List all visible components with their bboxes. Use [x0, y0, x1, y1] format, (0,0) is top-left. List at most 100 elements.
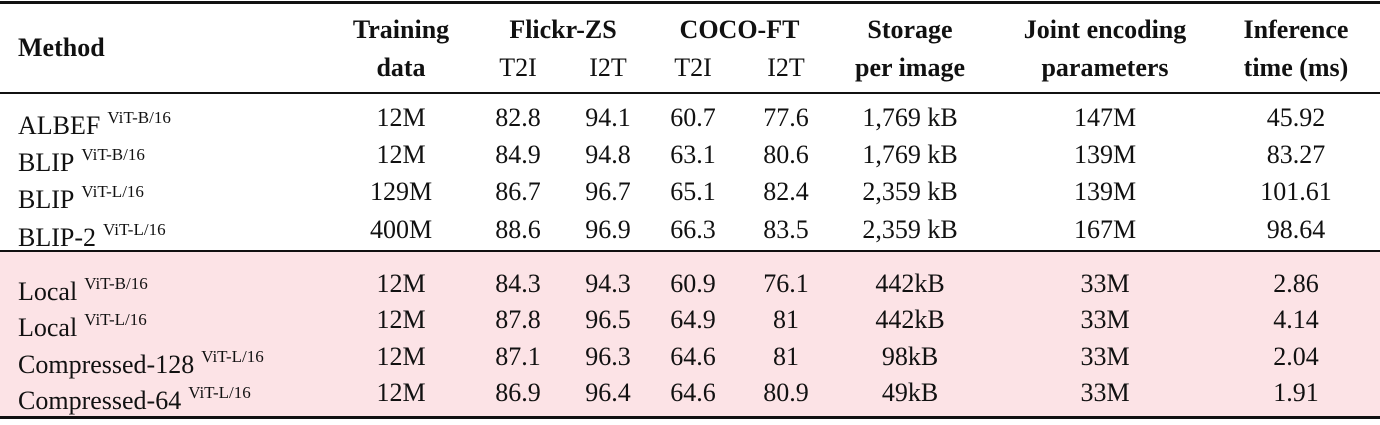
bottom-rule — [0, 416, 1380, 419]
method-cell: BLIP ViT-L/16 — [18, 177, 144, 215]
value-cell: 139M — [1073, 177, 1137, 206]
header-cell: Method — [18, 33, 105, 62]
method-name: Local — [18, 277, 78, 306]
highlight-band — [0, 252, 1380, 416]
value-cell: 83.27 — [1266, 140, 1326, 169]
value-cell: 96.7 — [585, 177, 631, 206]
method-name: BLIP — [18, 148, 75, 177]
value-cell: 76.1 — [763, 269, 809, 298]
value-cell: 12M — [376, 140, 426, 169]
value-cell: 33M — [1080, 305, 1130, 334]
value-cell: 33M — [1080, 342, 1130, 371]
value-cell: 94.1 — [585, 103, 631, 132]
value-cell: 84.9 — [495, 140, 541, 169]
value-cell: 64.6 — [670, 342, 716, 371]
value-cell: 12M — [376, 269, 426, 298]
value-cell: 2.04 — [1273, 342, 1319, 371]
backbone: ViT-L/16 — [188, 383, 251, 402]
value-cell: 33M — [1080, 378, 1130, 407]
value-cell: 60.9 — [670, 269, 716, 298]
value-cell: 4.14 — [1273, 305, 1319, 334]
value-cell: 84.3 — [495, 269, 541, 298]
value-cell: 87.8 — [495, 305, 541, 334]
value-cell: 94.8 — [585, 140, 631, 169]
value-cell: 63.1 — [670, 140, 716, 169]
value-cell: 1,769 kB — [862, 103, 958, 132]
method-cell: Compressed-128 ViT-L/16 — [18, 342, 264, 380]
value-cell: 400M — [369, 215, 433, 244]
method-cell: Local ViT-B/16 — [18, 269, 148, 307]
header-cell: Joint encoding — [1023, 15, 1187, 44]
header-cell: Inference — [1243, 15, 1349, 44]
method-cell: ALBEF ViT-B/16 — [18, 103, 171, 141]
value-cell: 49kB — [881, 378, 939, 407]
backbone: ViT-L/16 — [201, 347, 264, 366]
value-cell: 442kB — [875, 269, 945, 298]
value-cell: 60.7 — [670, 103, 716, 132]
value-cell: 2.86 — [1273, 269, 1319, 298]
value-cell: 12M — [376, 342, 426, 371]
value-cell: 33M — [1080, 269, 1130, 298]
subheader-cell: T2I — [674, 53, 712, 82]
header-cell: time (ms) — [1243, 53, 1349, 82]
value-cell: 98kB — [881, 342, 939, 371]
subheader-cell: T2I — [499, 53, 537, 82]
value-cell: 442kB — [875, 305, 945, 334]
header-cell: Storage — [867, 15, 953, 44]
method-name: Compressed-64 — [18, 386, 182, 415]
value-cell: 101.61 — [1260, 177, 1332, 206]
value-cell: 167M — [1073, 215, 1137, 244]
value-cell: 96.9 — [585, 215, 631, 244]
value-cell: 88.6 — [495, 215, 541, 244]
value-cell: 65.1 — [670, 177, 716, 206]
method-cell: BLIP-2 ViT-L/16 — [18, 215, 166, 253]
value-cell: 87.1 — [495, 342, 541, 371]
value-cell: 45.92 — [1266, 103, 1326, 132]
method-name: Compressed-128 — [18, 350, 195, 379]
value-cell: 12M — [376, 378, 426, 407]
value-cell: 80.6 — [763, 140, 809, 169]
value-cell: 96.4 — [585, 378, 631, 407]
top-rule — [0, 1, 1380, 4]
value-cell: 82.4 — [763, 177, 809, 206]
value-cell: 81 — [773, 305, 799, 334]
value-cell: 86.7 — [495, 177, 541, 206]
value-cell: 12M — [376, 305, 426, 334]
group-rule — [0, 250, 1380, 252]
value-cell: 147M — [1073, 103, 1137, 132]
backbone: ViT-B/16 — [107, 108, 171, 127]
value-cell: 77.6 — [763, 103, 809, 132]
value-cell: 86.9 — [495, 378, 541, 407]
method-name: BLIP-2 — [18, 223, 96, 252]
backbone: ViT-L/16 — [81, 182, 144, 201]
header-cell: Training — [352, 15, 450, 44]
value-cell: 2,359 kB — [862, 215, 958, 244]
header-cell: COCO-FT — [679, 15, 800, 44]
value-cell: 94.3 — [585, 269, 631, 298]
header-cell: parameters — [1041, 53, 1169, 82]
header-cell: Flickr-ZS — [509, 15, 617, 44]
value-cell: 83.5 — [763, 215, 809, 244]
subheader-cell: I2T — [767, 53, 805, 82]
value-cell: 96.3 — [585, 342, 631, 371]
method-name: BLIP — [18, 185, 75, 214]
value-cell: 2,359 kB — [862, 177, 958, 206]
value-cell: 129M — [369, 177, 433, 206]
value-cell: 1,769 kB — [862, 140, 958, 169]
value-cell: 81 — [773, 342, 799, 371]
value-cell: 64.9 — [670, 305, 716, 334]
value-cell: 64.6 — [670, 378, 716, 407]
backbone: ViT-B/16 — [81, 145, 145, 164]
value-cell: 139M — [1073, 140, 1137, 169]
backbone: ViT-B/16 — [84, 274, 148, 293]
value-cell: 1.91 — [1273, 378, 1319, 407]
method-cell: Local ViT-L/16 — [18, 305, 147, 343]
backbone: ViT-L/16 — [84, 310, 147, 329]
value-cell: 80.9 — [763, 378, 809, 407]
subheader-cell: I2T — [589, 53, 627, 82]
value-cell: 12M — [376, 103, 426, 132]
method-cell: BLIP ViT-B/16 — [18, 140, 145, 178]
method-name: Local — [18, 313, 78, 342]
value-cell: 96.5 — [585, 305, 631, 334]
